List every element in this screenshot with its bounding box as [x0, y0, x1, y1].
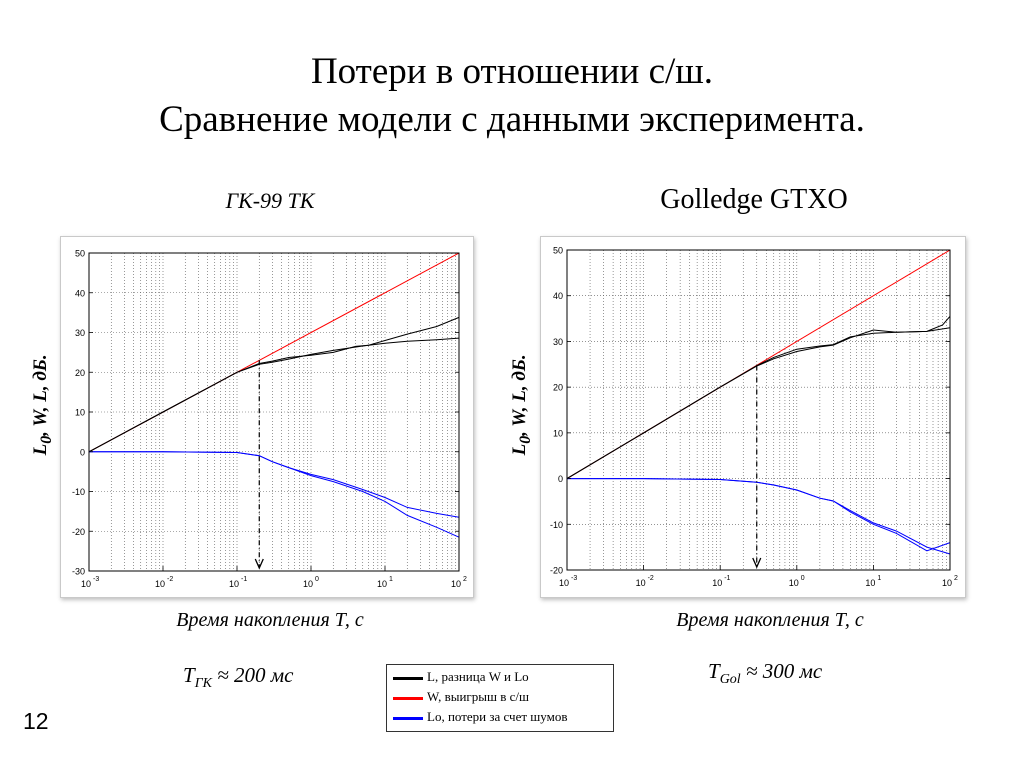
axes-box	[566, 249, 951, 571]
chart2-time-note: TGol ≈ 300 мс	[708, 659, 823, 688]
x-tick-label: 10	[636, 578, 646, 588]
x-tick-label: 10	[303, 579, 313, 589]
x-tick-label: 10	[712, 578, 722, 588]
slide-title: Потери в отношении с/ш. Сравнение модели…	[0, 48, 1024, 144]
x-tick-label: 10	[229, 579, 239, 589]
chart2-title: Golledge GTXO	[660, 184, 848, 215]
y-tick-label: 50	[553, 246, 563, 256]
chart2-frame: -20 -10 0 10 20 30 40 50 10 -3 10 -2 10 -1 10 0 10 1 10 2	[540, 236, 966, 598]
x-tick-label: 10	[81, 579, 91, 589]
chart1-xlabel: Время накопления Т, с	[176, 609, 364, 631]
chart1-frame: -30 -20 -10 0 10 20 30 40 50 10 -3 10 -2 10 -1 10 0 10 1 10…	[60, 236, 474, 598]
y-tick-label: -20	[72, 527, 85, 537]
slide-title-line1: Потери в отношении с/ш.	[310, 51, 714, 92]
y-tick-label: 10	[553, 428, 563, 438]
series-line	[89, 451, 460, 538]
chart1-time-note: TГК ≈ 200 мс	[183, 663, 294, 692]
x-tick-label: 10	[789, 578, 799, 588]
plot-area	[567, 250, 950, 570]
y-tick-label: 30	[553, 337, 563, 347]
legend-swatch	[393, 716, 423, 720]
marker-arrowhead	[752, 557, 762, 569]
y-tick-label: 40	[553, 291, 563, 301]
legend-item: W, выигрыш в с/ш	[393, 688, 529, 706]
y-tick-label: -10	[72, 487, 85, 497]
x-tick-exponent: -1	[724, 575, 730, 582]
series-line	[88, 316, 460, 453]
series-line	[566, 315, 951, 480]
y-tick-label: 30	[75, 328, 85, 338]
legend-label: Lo, потери за счет шумов	[427, 709, 568, 724]
x-tick-exponent: 1	[389, 576, 393, 583]
x-tick-exponent: 2	[463, 576, 467, 583]
chart1-ylabel: L0, W, L, дБ.	[30, 354, 55, 456]
legend-item: Lo, потери за счет шумов	[393, 708, 568, 726]
x-tick-exponent: -3	[93, 576, 99, 583]
legend: L, разница W и Lo W, выигрыш в с/ш Lo, п…	[386, 664, 614, 732]
x-tick-exponent: 0	[315, 576, 319, 583]
legend-swatch	[393, 676, 423, 680]
marker-arrowhead	[254, 558, 264, 570]
chart2-xlabel: Время накопления Т, с	[676, 609, 864, 631]
series-line	[567, 478, 951, 552]
x-tick-label: 10	[377, 579, 387, 589]
x-tick-exponent: -2	[648, 575, 654, 582]
y-tick-label: 20	[553, 383, 563, 393]
x-tick-exponent: 1	[877, 575, 881, 582]
y-tick-label: 40	[75, 288, 85, 298]
y-tick-label: 0	[558, 474, 563, 484]
plot-area	[89, 253, 459, 571]
chart2-ylabel: L0, W, L, дБ.	[509, 354, 534, 456]
y-tick-label: -10	[550, 520, 563, 530]
x-tick-exponent: -1	[241, 576, 247, 583]
x-tick-label: 10	[451, 579, 461, 589]
page-number: 12	[23, 708, 49, 734]
y-tick-label: -30	[72, 567, 85, 577]
y-tick-label: 50	[75, 249, 85, 259]
x-tick-label: 10	[559, 578, 569, 588]
x-tick-label: 10	[865, 578, 875, 588]
chart1-title: ГК-99 ТК	[225, 188, 315, 213]
slide-title-line2: Сравнение модели с данными эксперимента.	[159, 99, 865, 140]
legend-swatch	[393, 696, 423, 700]
x-tick-label: 10	[942, 578, 952, 588]
x-tick-exponent: -2	[167, 576, 173, 583]
x-tick-exponent: -3	[571, 575, 577, 582]
y-tick-label: 20	[75, 368, 85, 378]
x-tick-label: 10	[155, 579, 165, 589]
y-tick-label: 10	[75, 408, 85, 418]
x-tick-exponent: 0	[801, 575, 805, 582]
legend-item: L, разница W и Lo	[393, 668, 529, 686]
y-tick-label: 0	[80, 447, 85, 457]
legend-label: W, выигрыш в с/ш	[427, 689, 530, 704]
y-tick-label: -20	[550, 566, 563, 576]
legend-label: L, разница W и Lo	[427, 669, 529, 684]
x-tick-exponent: 2	[954, 575, 958, 582]
